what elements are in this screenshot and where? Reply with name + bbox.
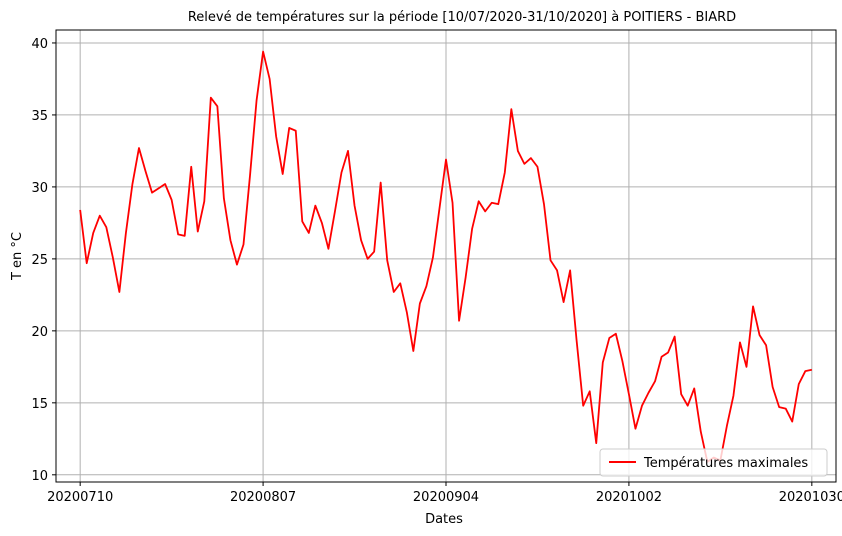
x-tick-label: 20200904 [413, 490, 479, 505]
y-tick-label: 35 [31, 109, 48, 124]
chart-title: Relevé de températures sur la période [1… [188, 10, 736, 25]
x-axis-label: Dates [425, 512, 463, 527]
plot-frame [55, 29, 837, 483]
legend: Températures maximales [599, 448, 828, 477]
y-tick-label: 25 [31, 253, 48, 268]
series-group [79, 50, 813, 463]
grid [56, 30, 836, 482]
ticks: 10 15 20 25 30 35 40 20200710 20200807 20200904 20… [31, 37, 842, 505]
y-axis-label: T en °C [10, 232, 25, 281]
y-tick-label: 40 [31, 37, 48, 52]
y-tick-label: 10 [31, 469, 48, 484]
y-tick-label: 20 [31, 325, 48, 340]
x-tick-label: 20201002 [596, 490, 662, 505]
x-tick-label: 20200807 [230, 490, 296, 505]
x-tick-label: 20200710 [47, 490, 113, 505]
legend-box [599, 448, 828, 477]
legend-label: Températures maximales [643, 456, 808, 471]
y-tick-label: 30 [31, 181, 48, 196]
y-tick-label: 15 [31, 397, 48, 412]
series-line [79, 50, 813, 463]
x-tick-label: 20201030 [779, 490, 842, 505]
